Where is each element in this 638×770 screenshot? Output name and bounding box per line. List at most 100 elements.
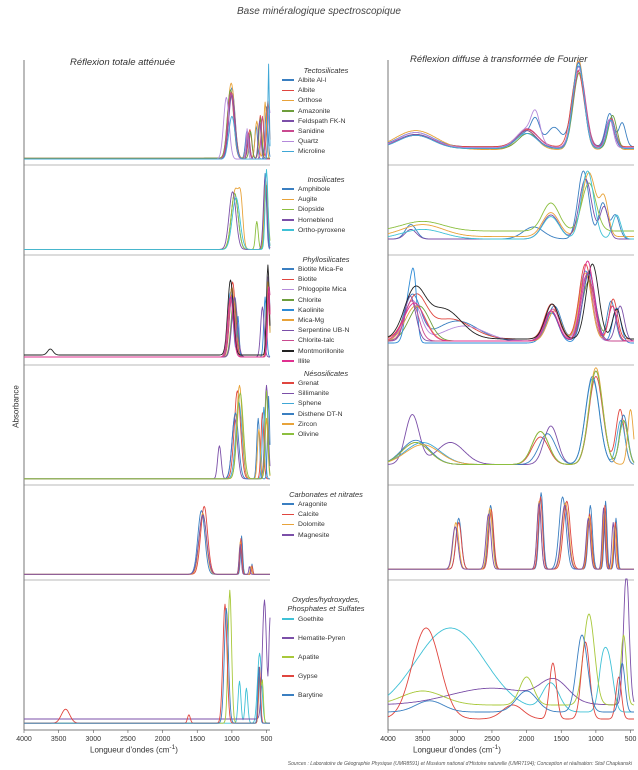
legend-swatch — [282, 79, 294, 81]
legend-item-label: Biotite Mica-Fe — [298, 266, 344, 273]
legend-swatch — [282, 288, 294, 291]
legend-swatch — [282, 268, 294, 270]
legend-item-label: Hematite-Pyren — [298, 635, 346, 642]
spectrum-line — [24, 180, 271, 250]
legend-item-label: Sanidine — [298, 128, 325, 135]
legend-swatch — [282, 433, 294, 435]
x-tick-label: 2500 — [120, 736, 136, 743]
legend-group-title: Carbonates et nitrates — [289, 490, 363, 499]
legend-swatch — [282, 523, 294, 526]
legend-swatch — [282, 120, 294, 122]
spectrum-line — [24, 514, 270, 575]
legend-item-label: Quartz — [298, 138, 319, 146]
x-axis-label-text: Longueur d'ondes (cm — [90, 745, 170, 755]
x-axis-label-close: ) — [498, 745, 501, 755]
legend-item: Hematite-Pyren — [282, 635, 345, 645]
spectrum-line — [24, 599, 271, 720]
x-tick-label: 4000 — [16, 736, 32, 743]
legend-swatch — [282, 534, 294, 536]
spectrum-line — [387, 172, 634, 238]
legend-item-label: Chlorite — [298, 296, 322, 304]
legend-item: Illite — [282, 358, 310, 368]
legend-swatch — [282, 339, 294, 342]
legend-item-label: Olivine — [298, 431, 319, 438]
legend-item-label: Chlorite-talc — [298, 337, 335, 345]
legend-item-label: Dolomite — [298, 521, 325, 529]
legend-item-label: Amazonite — [298, 107, 331, 115]
legend-item-label: Montmorillonite — [298, 347, 345, 355]
legend-item-label: Gypse — [298, 673, 318, 680]
legend-swatch — [282, 150, 294, 153]
spectrum-line — [24, 512, 270, 575]
legend-group-title: Tectosilicates — [303, 66, 349, 75]
spectrum-line — [24, 264, 271, 356]
legend-item-label: Illite — [298, 357, 311, 365]
legend-item-label: Aragonite — [298, 501, 328, 508]
legend-item: Serpentine UB-N — [282, 327, 349, 337]
legend-item: Gypse — [282, 673, 318, 683]
legend-swatch — [282, 110, 294, 112]
spectrum-line — [387, 367, 635, 465]
legend-group-title: Oxydes/hydroxydes, Phosphates et Sulfate… — [287, 595, 365, 613]
x-tick-label: 1000 — [224, 736, 240, 743]
legend-swatch — [282, 278, 294, 281]
x-axis-label-sup: -1 — [169, 744, 176, 751]
spectrum-line — [388, 502, 634, 570]
spectrum-line — [388, 178, 634, 240]
legend-group-title: Inosilicates — [307, 175, 345, 184]
x-tick-label: 4000 — [380, 736, 396, 743]
legend-item-label: Ortho-pyroxene — [298, 226, 346, 234]
spectrum-line — [24, 607, 270, 724]
legend-item-label: Calcite — [298, 511, 319, 519]
legend-swatch — [282, 309, 294, 311]
legend-swatch — [282, 413, 294, 415]
x-tick-label: 1500 — [553, 736, 569, 743]
legend-item: Horneblend — [282, 217, 333, 227]
legend-item: Magnesite — [282, 532, 329, 542]
legend-swatch — [282, 89, 294, 92]
x-tick-label: 2000 — [155, 736, 171, 743]
legend-swatch — [282, 219, 294, 221]
legend-item-label: Sillimanite — [298, 390, 329, 398]
x-tick-label: 3000 — [450, 736, 466, 743]
legend-item-label: Feldspath FK-N — [298, 117, 346, 125]
legend-item-label: Grenat — [298, 380, 319, 387]
legend-swatch — [282, 350, 294, 352]
spectrum-line — [388, 492, 634, 570]
legend-item: Sanidine — [282, 128, 324, 138]
legend-item-label: Amphibole — [298, 186, 331, 193]
spectrum-line — [24, 168, 271, 250]
spectrum-line — [387, 61, 634, 149]
spectrum-line — [387, 62, 634, 150]
right-panel-title: Réflexion diffuse à transformée de Fouri… — [410, 54, 588, 65]
legend-item: Sillimanite — [282, 390, 329, 400]
spectrum-line — [387, 613, 635, 706]
legend-swatch — [282, 198, 294, 201]
legend-item: Montmorillonite — [282, 348, 344, 358]
legend-swatch — [282, 675, 294, 677]
spectrum-line — [387, 260, 634, 342]
legend-swatch — [282, 329, 294, 332]
legend-swatch — [282, 140, 294, 143]
legend-item-label: Albite Al-l — [298, 77, 327, 84]
legend-swatch — [282, 229, 294, 231]
spectrum-line — [387, 182, 634, 232]
x-tick-label: 1000 — [588, 736, 604, 743]
legend-swatch — [282, 402, 294, 405]
legend-item: Kaolinite — [282, 307, 324, 317]
legend-item-label: Albite — [298, 87, 316, 95]
x-tick-label: 500 — [261, 736, 273, 743]
legend-swatch — [282, 360, 294, 362]
legend-item-label: Phlogopite Mica — [298, 286, 347, 294]
legend-swatch — [282, 188, 294, 190]
legend-item-label: Augite — [298, 196, 318, 204]
legend-swatch — [282, 99, 294, 102]
x-axis-label-right: Longueur d'ondes (cm-1) — [413, 744, 501, 755]
spectrum-line — [388, 634, 634, 713]
spectrum-line — [24, 184, 271, 250]
legend-item: Biotite Mica-Fe — [282, 266, 343, 276]
chart-title: Base minéralogique spectroscopique — [237, 6, 401, 17]
legend-swatch — [282, 618, 294, 620]
spectrum-line — [387, 370, 635, 465]
